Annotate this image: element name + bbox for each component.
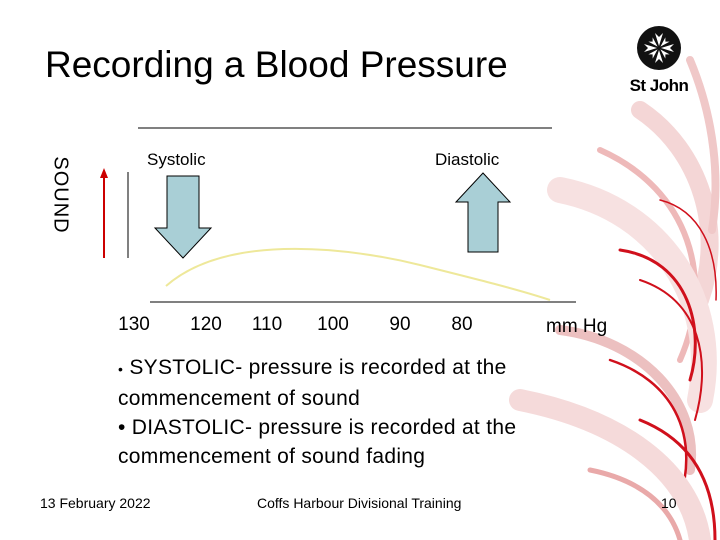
- tick-label: 130: [118, 314, 150, 335]
- tick-label: 110: [251, 314, 283, 335]
- bullet-item: • SYSTOLIC- pressure is recorded at the …: [118, 353, 638, 413]
- page-number: 10: [661, 495, 677, 511]
- slide-title: Recording a Blood Pressure: [45, 44, 508, 85]
- sound-arrow-head: [100, 168, 108, 178]
- tick-label: 100: [317, 314, 349, 335]
- bullet-list: • SYSTOLIC- pressure is recorded at the …: [118, 353, 638, 471]
- bullet-text: DIASTOLIC- pressure is recorded at the c…: [118, 416, 517, 468]
- footer-center-text: Coffs Harbour Divisional Training: [257, 495, 462, 511]
- diastolic-arrow: [454, 172, 512, 253]
- diastolic-label: Diastolic: [435, 150, 500, 169]
- bullet-marker: •: [118, 361, 124, 377]
- logo-text: St John: [629, 76, 689, 95]
- tick-label: 90: [389, 314, 411, 335]
- st-john-logo: St John: [614, 22, 704, 102]
- footer-date: 13 February 2022: [40, 495, 151, 511]
- bullet-marker: •: [118, 416, 126, 439]
- systolic-label: Systolic: [147, 150, 206, 169]
- sound-label: SOUND: [49, 156, 72, 234]
- unit-label: mm Hg: [546, 316, 608, 337]
- bullet-item: • DIASTOLIC- pressure is recorded at the…: [118, 413, 638, 471]
- bullet-text: SYSTOLIC- pressure is recorded at the co…: [118, 356, 507, 410]
- tick-label: 80: [451, 314, 473, 335]
- systolic-arrow: [153, 175, 213, 259]
- sound-curve: [165, 247, 551, 301]
- tick-label: 120: [190, 314, 222, 335]
- maltese-cross-icon: [637, 26, 681, 70]
